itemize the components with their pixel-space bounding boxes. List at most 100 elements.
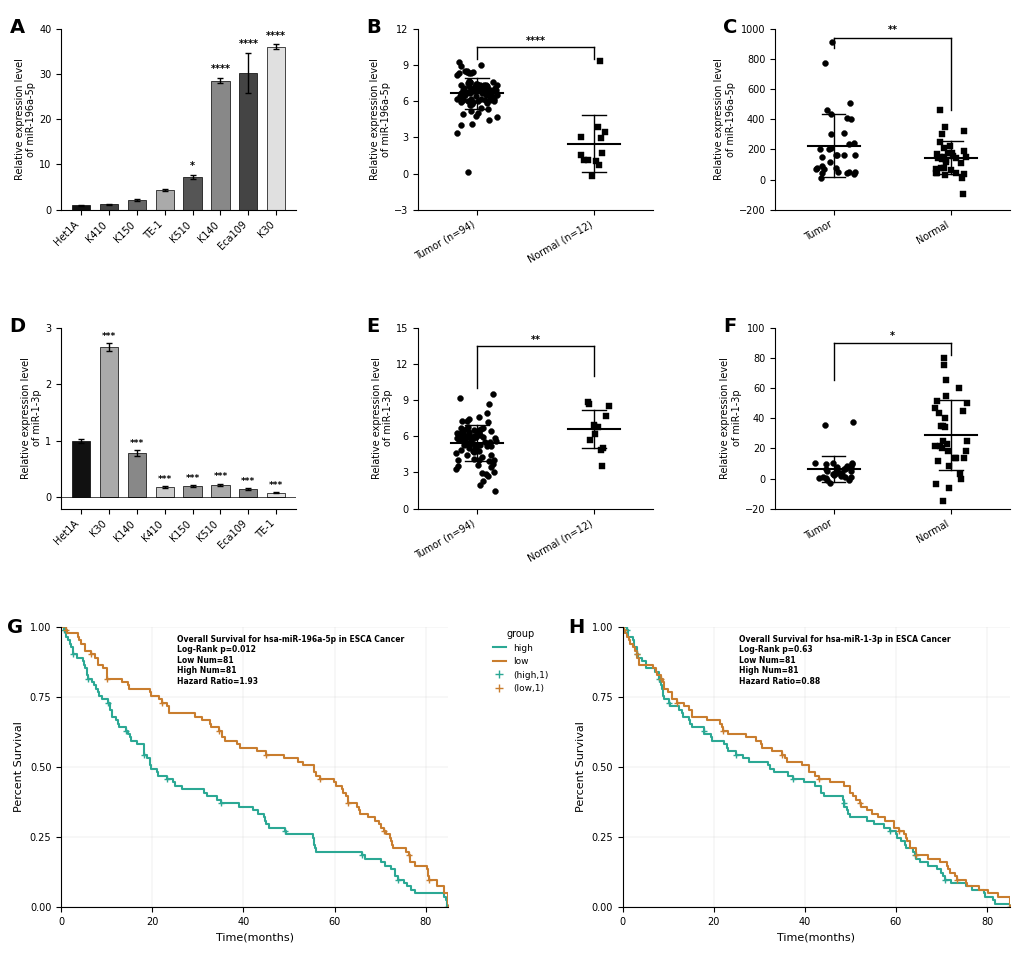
Point (845, 136, 861, 151)
Point (452, 117, 469, 133)
Y-axis label: Relative expression level
of miR-196a-5p: Relative expression level of miR-196a-5p (369, 58, 391, 180)
Point (589, 419, 605, 435)
Point (586, 419, 602, 435)
Point (936, 152, 953, 167)
Point (841, 95, 857, 110)
Text: ***: *** (157, 475, 171, 484)
Point (934, 140, 951, 156)
Point (472, 82, 488, 97)
Point (835, 125, 851, 140)
Point (846, 166, 862, 181)
Point (486, 431, 502, 446)
Point (816, 456, 833, 472)
Text: D: D (9, 317, 25, 336)
Point (824, 456, 841, 471)
Point (480, 396, 496, 412)
Point (595, 440, 611, 456)
Point (480, 101, 496, 117)
Point (462, 430, 478, 445)
Point (813, 165, 829, 180)
Point (955, 166, 971, 181)
Point (929, 150, 946, 165)
Point (942, 162, 958, 178)
Point (806, 456, 822, 471)
Bar (183, 486, 202, 498)
Point (450, 54, 467, 70)
Point (454, 425, 471, 440)
Point (474, 80, 490, 96)
Point (457, 64, 473, 79)
Point (455, 80, 472, 96)
Point (459, 164, 475, 180)
Point (824, 468, 841, 483)
Point (468, 76, 484, 92)
Point (462, 85, 478, 100)
Point (593, 145, 609, 160)
Point (937, 388, 954, 403)
Point (952, 471, 968, 486)
Point (846, 147, 862, 162)
Bar (211, 485, 229, 498)
Point (482, 423, 498, 438)
Point (929, 406, 946, 421)
Point (928, 393, 945, 409)
Point (469, 77, 485, 93)
Point (464, 83, 480, 98)
Y-axis label: Relative expression level
of miR-1-3p: Relative expression level of miR-1-3p (371, 357, 393, 479)
Point (478, 87, 494, 102)
Point (466, 428, 482, 443)
Point (485, 94, 501, 109)
Point (938, 444, 955, 459)
Bar (239, 73, 257, 210)
Point (927, 165, 944, 180)
Point (937, 372, 954, 388)
Point (843, 112, 859, 127)
Point (479, 414, 495, 430)
Point (463, 91, 479, 106)
Point (821, 476, 838, 491)
Point (941, 138, 957, 154)
Point (953, 170, 969, 185)
Point (476, 77, 492, 93)
Point (817, 461, 834, 477)
Text: **: ** (530, 334, 540, 345)
Point (469, 76, 485, 92)
Text: ***: *** (129, 439, 144, 448)
Bar (100, 204, 118, 210)
Point (467, 440, 483, 456)
Point (827, 147, 844, 162)
Point (478, 466, 494, 481)
Point (461, 78, 477, 94)
Point (466, 422, 482, 437)
Point (950, 380, 966, 395)
Point (454, 91, 471, 106)
Point (449, 426, 466, 441)
Point (478, 438, 494, 454)
Point (935, 149, 952, 164)
Point (600, 398, 616, 414)
Point (462, 74, 478, 90)
Point (470, 81, 486, 96)
Point (460, 94, 476, 109)
Point (828, 466, 845, 481)
Point (485, 464, 501, 479)
Point (815, 161, 832, 177)
Point (927, 477, 944, 492)
Text: ****: **** (266, 31, 286, 41)
Point (462, 97, 478, 113)
Point (481, 93, 497, 108)
Point (478, 78, 494, 94)
Point (828, 459, 845, 475)
Point (450, 427, 467, 442)
Point (472, 427, 488, 442)
Text: ****: **** (525, 35, 545, 46)
Bar (127, 201, 146, 210)
Point (460, 419, 476, 435)
Point (459, 65, 475, 80)
Point (940, 480, 956, 496)
Point (955, 451, 971, 466)
Point (842, 459, 858, 475)
Point (926, 438, 943, 454)
Point (843, 456, 859, 472)
Bar (156, 487, 173, 498)
